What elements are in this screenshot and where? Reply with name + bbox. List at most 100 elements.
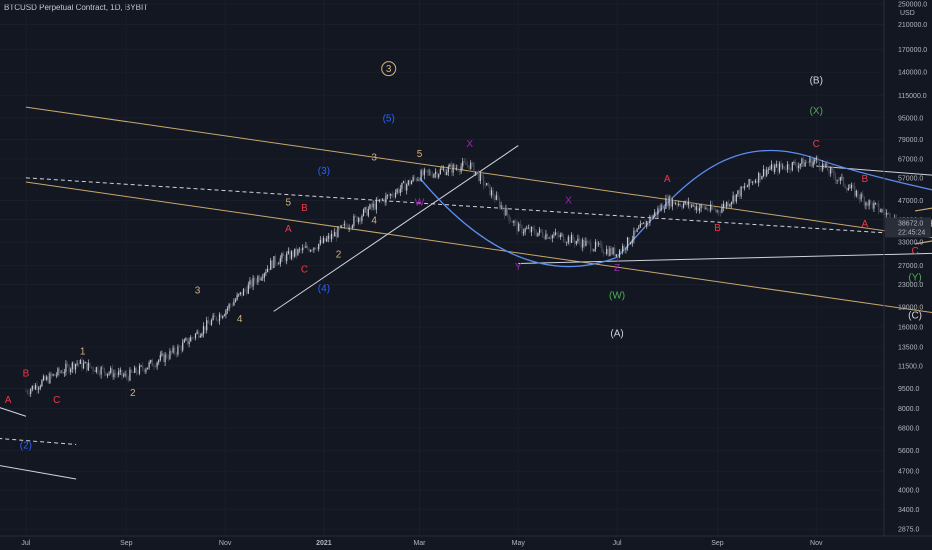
candle-body xyxy=(364,207,366,210)
price-tick-label: 95000.0 xyxy=(898,115,923,122)
candle-body xyxy=(751,181,753,183)
candle-body xyxy=(282,253,285,256)
candle-body xyxy=(466,164,469,166)
candle-body xyxy=(854,185,856,197)
price-tick-label: 57000.0 xyxy=(898,175,923,182)
price-tick-label: 140000.0 xyxy=(898,70,927,77)
candle-body xyxy=(524,228,526,233)
candle-body xyxy=(268,268,270,270)
candle-body xyxy=(694,204,696,210)
candle-body xyxy=(430,171,432,175)
candle-body xyxy=(50,373,53,376)
candle-body xyxy=(383,199,385,203)
candle-body xyxy=(319,239,321,244)
price-tick-label: 16000.0 xyxy=(898,325,923,332)
candle-body xyxy=(658,208,661,211)
candle-body xyxy=(833,169,835,176)
candle-body xyxy=(233,301,235,306)
candle-body xyxy=(767,169,769,171)
candle-body xyxy=(761,175,763,180)
candle-body xyxy=(530,227,533,233)
trendline xyxy=(0,465,77,480)
candle-body xyxy=(626,237,629,249)
candle-body xyxy=(102,367,104,368)
candle-body xyxy=(660,204,662,211)
candle-body xyxy=(44,376,46,380)
candle-body xyxy=(772,164,774,172)
price-tick-label: 5600.0 xyxy=(898,448,920,455)
candle-body xyxy=(682,203,685,208)
candle-body xyxy=(460,166,462,172)
candle-body xyxy=(609,248,611,256)
price-tick-label: 67000.0 xyxy=(898,156,923,163)
time-axis[interactable]: JulSepNov2021MarMayJulSepNov06 Jan '23 xyxy=(0,535,932,549)
candle-body xyxy=(87,362,89,371)
candle-body xyxy=(849,187,851,189)
candle-body xyxy=(698,208,701,211)
candle-body xyxy=(284,255,286,261)
candle-body xyxy=(402,181,405,183)
wave-label: Y xyxy=(515,262,522,273)
candle-body xyxy=(654,211,656,216)
candle-body xyxy=(146,367,149,370)
candle-body xyxy=(391,193,393,196)
candle-body xyxy=(615,254,617,257)
price-axis[interactable]: 250000.0 210000.0 170000.0 140000.0 115000.0… xyxy=(883,0,931,536)
candle-body xyxy=(662,204,664,210)
candle-body xyxy=(380,199,382,201)
candle-body xyxy=(193,337,195,339)
candle-body xyxy=(362,209,365,217)
currency-label: USD xyxy=(900,10,915,17)
candle-body xyxy=(180,346,182,351)
price-tick-label: 27000.0 xyxy=(898,263,923,270)
candle-body xyxy=(422,170,424,176)
candle-body xyxy=(266,268,269,272)
time-tick-label: May xyxy=(512,540,526,547)
candle-body xyxy=(510,220,512,222)
candle-body xyxy=(236,295,238,300)
candle-body xyxy=(394,192,397,197)
candle-body xyxy=(138,365,141,374)
candle-body xyxy=(716,210,718,212)
candle-body xyxy=(569,236,571,243)
candle-body xyxy=(396,189,398,193)
candle-body xyxy=(711,204,713,209)
candle-body xyxy=(350,227,352,229)
candle-body xyxy=(801,158,803,164)
price-tick-label: 2875.0 xyxy=(898,527,920,534)
candle-body xyxy=(92,367,94,371)
candle-body xyxy=(580,242,582,248)
candle-body xyxy=(652,215,654,220)
candle-body xyxy=(481,173,483,177)
candle-body xyxy=(103,367,105,373)
candle-body xyxy=(434,171,437,175)
candle-body xyxy=(556,232,558,235)
candle-body xyxy=(706,208,709,211)
time-tick-label: Sep xyxy=(711,540,724,547)
candle-body xyxy=(215,316,217,321)
candle-body xyxy=(412,177,414,182)
candle-body xyxy=(473,162,475,175)
candle-body xyxy=(690,205,693,207)
candle-body xyxy=(447,166,449,173)
candle-body xyxy=(154,366,157,368)
candle-body xyxy=(420,170,422,181)
candle-body xyxy=(567,236,569,243)
candle-body xyxy=(458,170,461,172)
price-tick-label: 11500.0 xyxy=(898,364,923,371)
candle-body xyxy=(479,173,481,182)
candle-body xyxy=(807,162,809,163)
candle-body xyxy=(758,173,760,183)
candle-body xyxy=(876,202,878,204)
candle-body xyxy=(663,208,665,210)
candle-body xyxy=(311,249,313,251)
wave-label-circle xyxy=(381,61,397,77)
candle-body xyxy=(60,371,62,373)
candle-body xyxy=(426,169,429,173)
candle-body xyxy=(210,319,213,325)
candle-body xyxy=(852,185,854,186)
candle-body xyxy=(756,180,758,183)
candle-body xyxy=(300,249,302,251)
candle-body xyxy=(791,162,793,171)
